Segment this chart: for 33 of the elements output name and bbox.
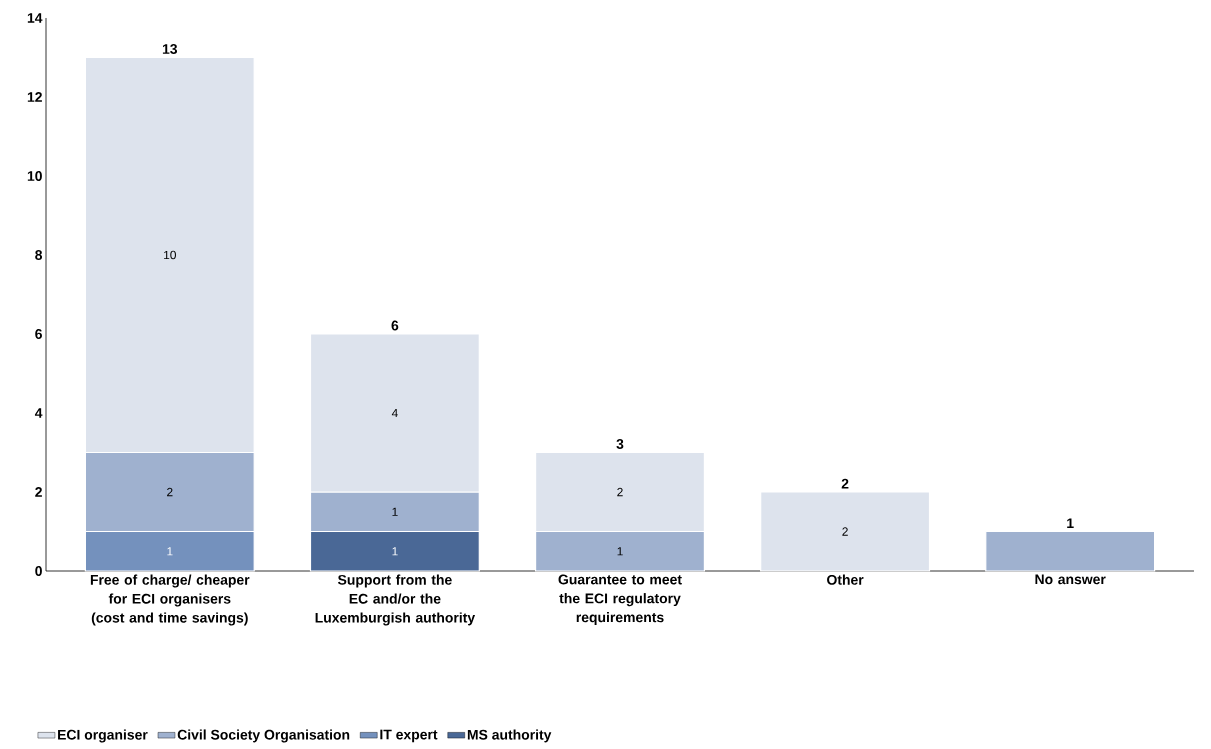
x-tick-label: Support from the EC and/or the Luxemburgish authority bbox=[315, 574, 476, 626]
data-label: 4 bbox=[391, 408, 398, 418]
legend-label: MS authority bbox=[467, 729, 552, 743]
data-label: 1 bbox=[617, 547, 623, 556]
y-tick-label: 4 bbox=[34, 408, 43, 418]
bar bbox=[985, 530, 1156, 572]
data-label: 2 bbox=[617, 487, 623, 497]
x-tick-label: No answer bbox=[1035, 574, 1106, 585]
legend-label: ECI organiser bbox=[58, 729, 148, 743]
data-label: 2 bbox=[167, 487, 173, 497]
data-label: 1 bbox=[167, 547, 173, 556]
y-tick-label: 14 bbox=[27, 13, 43, 23]
data-label: 2 bbox=[842, 527, 848, 536]
total-label: 3 bbox=[616, 439, 624, 449]
x-tick-label: Guarantee to meet the ECI regulatory requirements bbox=[558, 574, 682, 626]
x-tick-label: Free of charge/ cheaper for ECI organisers (cost and time savings) bbox=[90, 574, 250, 626]
data-label: 10 bbox=[164, 250, 176, 260]
legend-label: IT expert bbox=[380, 729, 438, 743]
bar bbox=[760, 491, 931, 572]
data-label: 1 bbox=[392, 547, 398, 556]
legend-label: Civil Society Organisation bbox=[177, 729, 350, 743]
y-tick-label: 12 bbox=[27, 92, 42, 102]
y-tick-label: 0 bbox=[35, 566, 42, 576]
y-tick-label: 10 bbox=[27, 171, 42, 181]
data-label: 1 bbox=[392, 507, 398, 516]
y-tick-label: 2 bbox=[35, 487, 42, 497]
total-label: 13 bbox=[162, 44, 178, 54]
total-label: 6 bbox=[391, 320, 399, 331]
y-tick-label: 6 bbox=[35, 329, 42, 339]
x-tick-label: Other bbox=[827, 574, 864, 585]
y-tick-label: 8 bbox=[35, 250, 43, 260]
total-label: 2 bbox=[841, 478, 849, 489]
total-label: 1 bbox=[1067, 518, 1074, 528]
